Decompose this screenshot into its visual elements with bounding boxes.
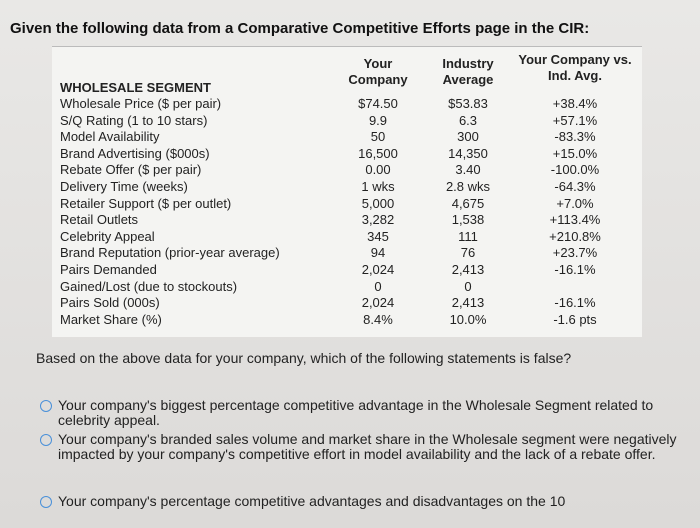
table-row: S/Q Rating (1 to 10 stars) 9.9 6.3 +57.1% [60, 113, 640, 129]
row-label: Pairs Demanded [60, 262, 157, 277]
cell-value: 0.00 [365, 162, 391, 178]
cell-value: 345 [367, 228, 389, 244]
cell-value: +38.4% [552, 96, 598, 111]
row-label: Retail Outlets [60, 212, 139, 228]
cell-value: 0 [464, 278, 472, 294]
cell-value: +113.4% [549, 212, 601, 228]
row-label: Gained/Lost (due to stockouts) [60, 278, 238, 294]
cell-value: 5,000 [361, 195, 395, 211]
row-label: Brand Reputation (prior-year average) [60, 245, 280, 261]
cell-value: +210.8% [549, 228, 601, 244]
cell-value: -83.3% [554, 129, 596, 145]
column-header: WHOLESALE SEGMENT [60, 80, 211, 95]
cell-value: 14,350 [448, 145, 488, 161]
row-label: S/Q Rating (1 to 10 stars) [60, 112, 208, 128]
column-header: Your Company vs. Ind. Avg. [518, 52, 632, 83]
radio-button[interactable] [40, 400, 52, 412]
cell-value: 0 [374, 278, 382, 294]
cell-value: -64.3% [554, 179, 596, 194]
answer-option[interactable]: Your company's branded sales volume and … [40, 432, 680, 462]
option-text: Your company's percentage competitive ad… [58, 493, 566, 509]
cell-value: 2.8 wks [445, 179, 491, 194]
radio-button[interactable] [40, 434, 52, 446]
cell-value: 94 [370, 245, 386, 261]
option-text: Your company's branded sales volume and … [58, 431, 677, 462]
cell-value: -16.1% [554, 295, 596, 311]
title: Given the following data from a Comparat… [10, 20, 590, 37]
cell-value: 16,500 [358, 145, 398, 161]
table-row: Brand Reputation (prior-year average) 94 7… [60, 245, 640, 261]
cell-value: +7.0% [556, 195, 594, 211]
row-label: Market Share (%) [60, 311, 162, 327]
data-sheet [52, 46, 642, 337]
table-row: Retail Outlets 3,282 1,538 +113.4% [60, 212, 640, 228]
cell-value: 2,024 [361, 295, 395, 311]
cell-value: $53.83 [448, 96, 488, 111]
cell-value: 1,538 [451, 212, 485, 228]
cell-value: 2,024 [361, 262, 395, 277]
cell-value: -100.0% [550, 162, 600, 178]
cell-value: +57.1% [552, 112, 598, 128]
table-row: Gained/Lost (due to stockouts) 0 0 [60, 279, 640, 295]
cell-value: 3,282 [361, 212, 395, 228]
table-row: Model Availability 50 300 -83.3% [60, 129, 640, 145]
table-row: Market Share (%) 8.4% 10.0% -1.6 pts [60, 312, 640, 328]
column-header: Your Company [348, 56, 408, 87]
table-row: Retailer Support ($ per outlet) 5,000 4,67… [60, 196, 640, 212]
cell-value: 9.9 [368, 112, 388, 128]
cell-value: 2,413 [451, 262, 485, 277]
column-header: Industry Average [442, 56, 494, 87]
cell-value: 111 [458, 228, 478, 244]
cell-value: -1.6 pts [553, 311, 597, 327]
option-text: Your company's biggest percentage compet… [58, 397, 654, 428]
cell-value: 76 [460, 245, 476, 261]
answer-option[interactable]: Your company's biggest percentage compet… [40, 398, 680, 428]
cell-value: 4,675 [451, 195, 485, 211]
table-row: Brand Advertising ($000s) 16,500 14,350 +15… [60, 146, 640, 162]
cell-value: -16.1% [554, 262, 596, 277]
cell-value: 300 [457, 129, 479, 145]
row-label: Rebate Offer ($ per pair) [60, 162, 202, 178]
table-row: Pairs Sold (000s) 2,024 2,413 -16.1% [60, 295, 640, 311]
row-label: Retailer Support ($ per outlet) [60, 195, 232, 211]
row-label: Model Availability [60, 129, 160, 145]
cell-value: 50 [370, 129, 386, 145]
cell-value: +15.0% [552, 145, 598, 161]
row-label: Brand Advertising ($000s) [60, 145, 210, 161]
cell-value: 10.0% [449, 311, 487, 327]
table-row: Delivery Time (weeks) 1 wks 2.8 wks -64.3% [60, 179, 640, 195]
cell-value: $74.50 [358, 96, 398, 111]
row-label: Delivery Time (weeks) [60, 179, 188, 194]
table-row: Pairs Demanded 2,024 2,413 -16.1% [60, 262, 640, 278]
answer-option[interactable]: Your company's percentage competitive ad… [40, 494, 680, 509]
row-label: Celebrity Appeal [60, 228, 155, 244]
question: Based on the above data for your company… [36, 350, 572, 366]
row-label: Pairs Sold (000s) [60, 295, 160, 311]
cell-value: 6.3 [458, 112, 478, 128]
cell-value: +23.7% [552, 245, 598, 261]
table-row: Rebate Offer ($ per pair) 0.00 3.40 -100.0% [60, 162, 640, 178]
cell-value: 8.4% [363, 311, 393, 327]
table-row: Wholesale Price ($ per pair) $74.50 $53.83… [60, 96, 640, 112]
table-row: Celebrity Appeal 345 111 +210.8% [60, 229, 640, 245]
cell-value: 1 wks [361, 179, 395, 194]
radio-button[interactable] [40, 496, 52, 508]
cell-value: 3.40 [455, 162, 481, 178]
row-label: Wholesale Price ($ per pair) [60, 96, 222, 111]
cell-value: 2,413 [451, 295, 485, 311]
